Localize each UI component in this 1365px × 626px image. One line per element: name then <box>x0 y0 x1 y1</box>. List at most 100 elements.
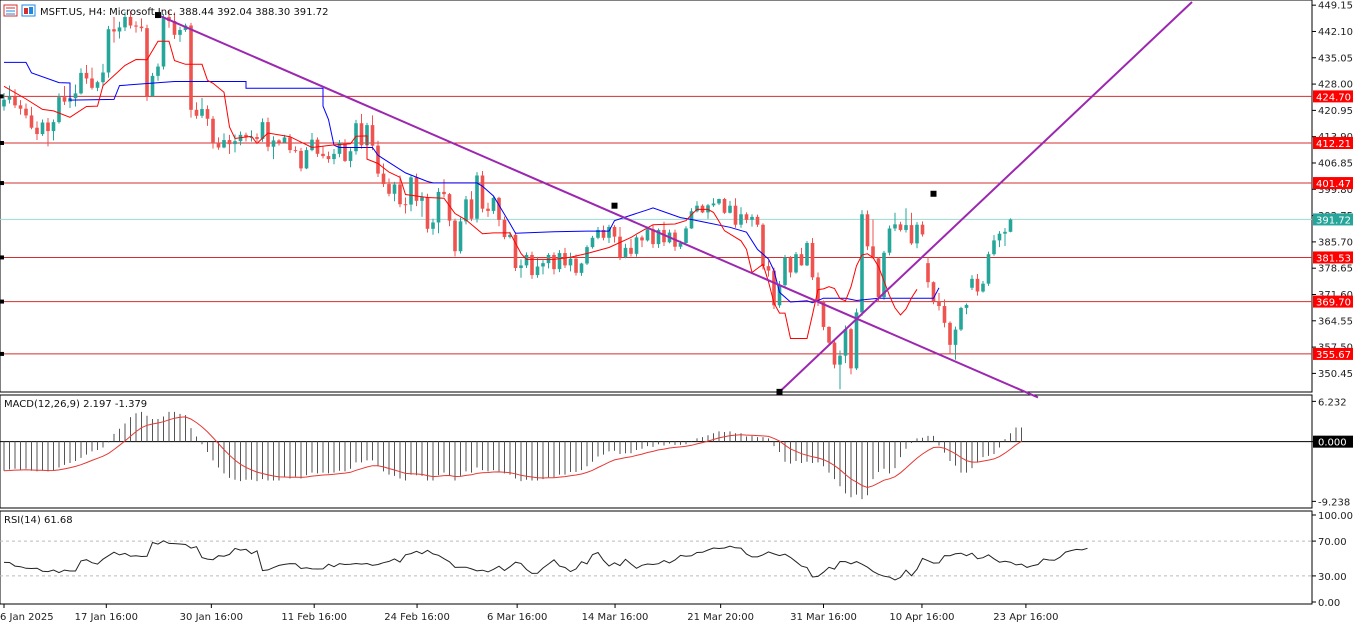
candle-body <box>887 228 892 253</box>
candle-body <box>854 312 859 369</box>
candle-body <box>90 78 94 88</box>
candle-body <box>722 198 727 213</box>
candle-body <box>541 263 545 267</box>
rsi-panel-frame <box>0 510 1313 605</box>
candle-body <box>557 253 562 270</box>
uptrend-trendline <box>778 1 1193 393</box>
candle-body <box>898 224 903 230</box>
candle-body <box>40 122 45 135</box>
price-panel-frame <box>0 0 1313 393</box>
candle-body <box>414 177 419 201</box>
candle-body <box>62 97 67 102</box>
candle-body <box>970 278 974 288</box>
candle-body <box>420 197 424 201</box>
candle-body <box>684 228 688 244</box>
symbol-title: MSFT.US, H4: Microsoft Inc. 388.44 392.0… <box>40 7 328 18</box>
candle-body <box>156 66 160 76</box>
candle-body <box>871 246 875 259</box>
candle-body <box>695 205 699 212</box>
price-tick-label: 435.05 <box>1318 53 1353 64</box>
window-icon[interactable] <box>21 4 36 17</box>
price-badge <box>1313 136 1353 149</box>
candle-body <box>117 27 122 32</box>
candle-body <box>464 199 468 222</box>
price-badge-label: 369.70 <box>1316 298 1351 309</box>
candle-body <box>497 197 501 220</box>
candle-body <box>337 142 342 154</box>
panel-frames <box>0 0 1313 605</box>
trendline-anchor <box>611 202 618 209</box>
macd-current-badge <box>1313 435 1353 448</box>
candle-body <box>915 224 919 244</box>
price-tick-label: 378.65 <box>1318 264 1353 275</box>
price-badge <box>1313 295 1353 308</box>
candle-body <box>310 139 314 151</box>
rsi-label: RSI(14) 61.68 <box>4 515 73 526</box>
time-axis: 6 Jan 2025 17 Jan 16:00 30 Jan 16:00 11 Feb… <box>0 604 1059 623</box>
candle-body <box>772 270 776 306</box>
price-tick-label: 364.55 <box>1318 316 1353 327</box>
candle-body <box>882 252 886 298</box>
candle-body <box>728 205 732 213</box>
candle-body <box>101 72 105 83</box>
candle-body <box>634 237 639 254</box>
candle-body <box>733 205 738 225</box>
time-tick-label: 21 Mar 20:00 <box>687 612 754 623</box>
candle-body <box>139 26 144 29</box>
price-badge <box>1313 177 1353 190</box>
candle-body <box>805 243 809 266</box>
horizontal-levels <box>0 94 1312 356</box>
candle-body <box>46 122 50 132</box>
candle-body <box>491 197 496 211</box>
candle-body <box>7 96 12 100</box>
candle-body <box>13 96 17 106</box>
macd-panel-frame <box>0 394 1313 509</box>
candle-body <box>618 236 622 258</box>
candle-body <box>409 177 413 205</box>
candle-body <box>161 16 166 67</box>
candle-body <box>469 199 474 219</box>
rsi-tick-label: 70.00 <box>1318 537 1347 548</box>
candle-body <box>1003 231 1007 234</box>
price-badges: 424.70 412.21 401.47 381.53 369.70 355.67 391.… <box>1313 90 1353 361</box>
candle-body <box>211 118 215 144</box>
candle-body <box>849 329 853 369</box>
price-tick-label: 371.60 <box>1318 290 1353 301</box>
price-badge-label: 401.47 <box>1316 179 1351 190</box>
candle-body <box>607 226 611 238</box>
trendlines[interactable] <box>155 1 1193 399</box>
candle-body <box>662 229 666 243</box>
candle-body <box>370 125 375 146</box>
candle-body <box>799 254 804 266</box>
candle-body <box>392 184 397 194</box>
candle-body <box>629 247 633 254</box>
candle-body <box>84 72 89 79</box>
candle-body <box>860 214 864 313</box>
price-tick-label: 442.10 <box>1318 27 1353 38</box>
candle-body <box>750 216 754 220</box>
candle-body <box>838 355 842 365</box>
candle-body <box>205 109 210 119</box>
candle-body <box>909 225 914 244</box>
candle-body <box>354 123 358 152</box>
candle-body <box>711 203 716 206</box>
candle-body <box>282 137 287 143</box>
candle-body <box>931 282 936 302</box>
rsi-tick-label: 100.00 <box>1318 511 1353 522</box>
candle-body <box>535 266 540 276</box>
rsi-line <box>3 540 1088 581</box>
candle-body <box>431 222 435 229</box>
candle-body <box>73 93 78 99</box>
candle-body <box>299 150 303 169</box>
candle-body <box>761 224 765 267</box>
candle-body <box>508 234 512 238</box>
menu-icon[interactable] <box>3 4 18 17</box>
candle-body <box>755 216 760 225</box>
candle-body <box>777 285 782 306</box>
candle-body <box>574 258 578 273</box>
price-badge <box>1313 251 1353 264</box>
candle-body <box>178 29 182 35</box>
price-tick-label: 428.00 <box>1318 80 1353 91</box>
